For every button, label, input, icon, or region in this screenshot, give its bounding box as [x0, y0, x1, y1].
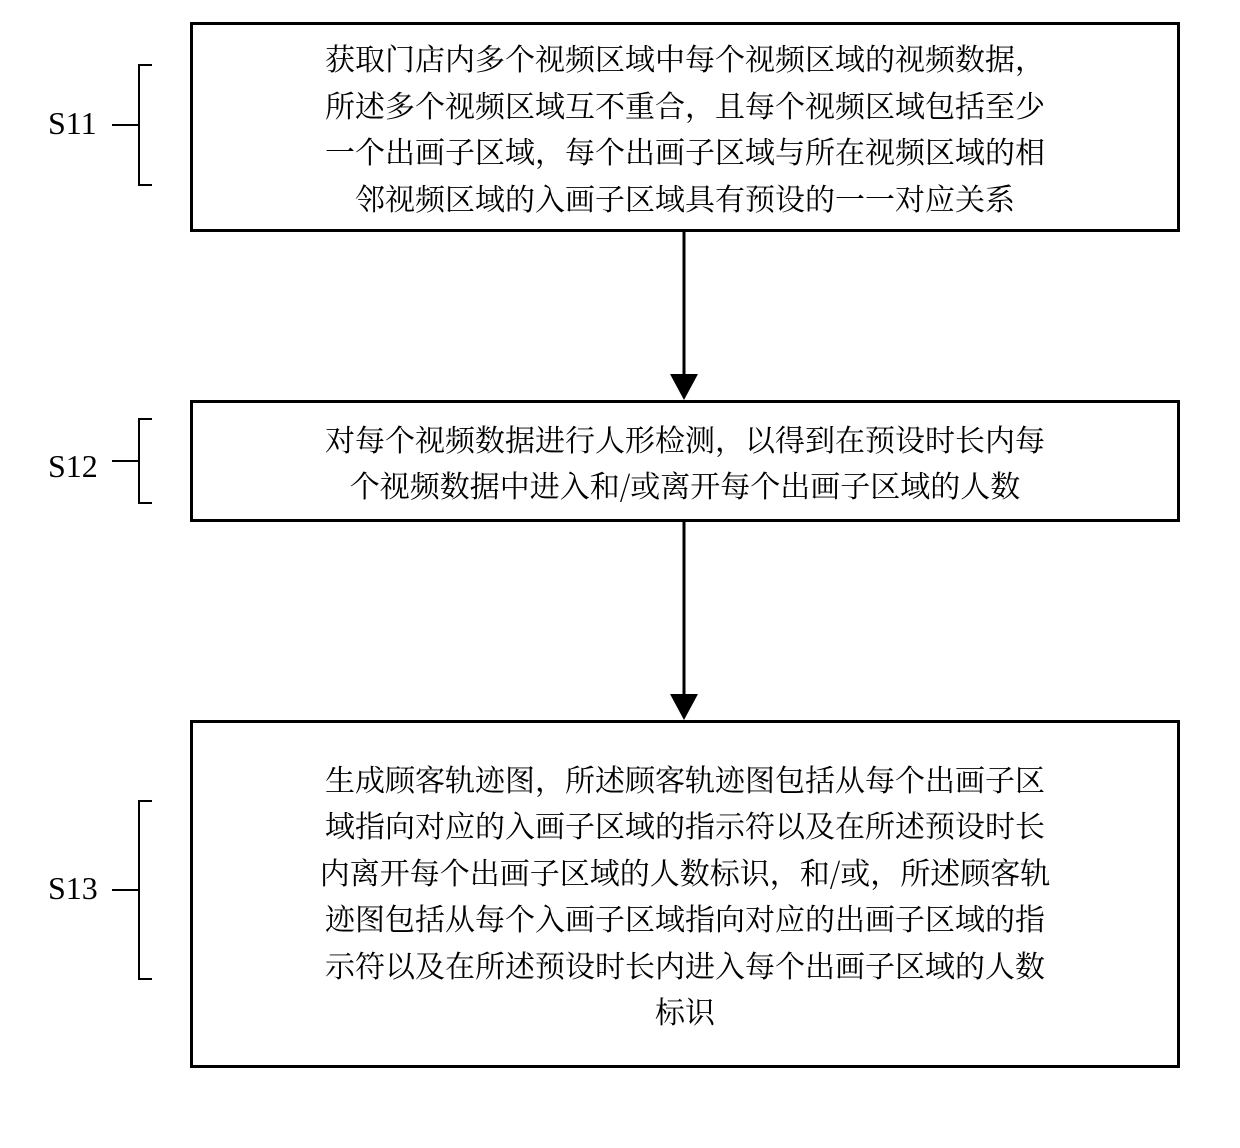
bracket-s12 [138, 418, 152, 504]
flow-step-label-s11: S11 [48, 105, 97, 142]
bracket-s11 [138, 64, 152, 186]
flow-arrow-s12-s13 [666, 522, 702, 722]
flow-step-text: 生成顾客轨迹图，所述顾客轨迹图包括从每个出画子区域指向对应的入画子区域的指示符以… [320, 755, 1051, 1034]
flow-step-text: 获取门店内多个视频区域中每个视频区域的视频数据，所述多个视频区域互不重合，且每个… [325, 34, 1045, 220]
flow-step-text: 对每个视频数据进行人形检测，以得到在预设时长内每个视频数据中进入和/或离开每个出… [325, 415, 1045, 508]
bracket-line-s12 [112, 460, 138, 462]
bracket-s13 [138, 800, 152, 980]
flow-step-label-s13: S13 [48, 870, 98, 907]
flow-step-s11: 获取门店内多个视频区域中每个视频区域的视频数据，所述多个视频区域互不重合，且每个… [190, 22, 1180, 232]
flow-arrow-s11-s12 [666, 232, 702, 402]
bracket-line-s13 [112, 889, 138, 891]
bracket-line-s11 [112, 124, 138, 126]
flow-step-s13: 生成顾客轨迹图，所述顾客轨迹图包括从每个出画子区域指向对应的入画子区域的指示符以… [190, 720, 1180, 1068]
flow-step-s12: 对每个视频数据进行人形检测，以得到在预设时长内每个视频数据中进入和/或离开每个出… [190, 400, 1180, 522]
flow-step-label-s12: S12 [48, 448, 98, 485]
